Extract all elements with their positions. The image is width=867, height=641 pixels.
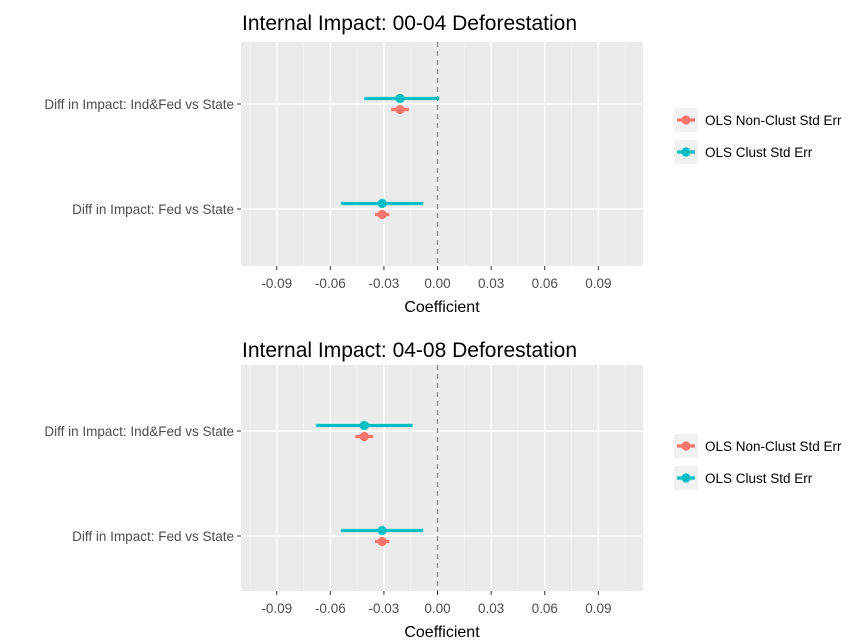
data-point bbox=[377, 198, 387, 209]
legend-label: OLS Clust Std Err bbox=[705, 145, 813, 160]
x-tick-label: -0.06 bbox=[315, 601, 346, 616]
legend-label: OLS Clust Std Err bbox=[705, 471, 813, 486]
x-tick-label: -0.09 bbox=[261, 601, 292, 616]
legend-label: OLS Non-Clust Std Err bbox=[705, 113, 842, 128]
x-tick-label: 0.09 bbox=[585, 276, 611, 291]
x-tick-label: -0.06 bbox=[315, 276, 346, 291]
chart-title: Internal Impact: 00-04 Deforestation bbox=[242, 12, 577, 35]
x-tick-label: 0.03 bbox=[478, 601, 504, 616]
legend-key-point bbox=[681, 441, 691, 451]
x-tick-label: 0.06 bbox=[532, 601, 558, 616]
plot-panel bbox=[241, 42, 643, 266]
x-tick-label: 0.00 bbox=[424, 601, 450, 616]
chart-title: Internal Impact: 04-08 Deforestation bbox=[242, 339, 577, 362]
x-axis-label: Coefficient bbox=[404, 299, 480, 316]
x-tick-label: -0.03 bbox=[369, 276, 400, 291]
x-tick-label: 0.06 bbox=[532, 276, 558, 291]
plot-panel bbox=[241, 365, 643, 591]
data-point bbox=[395, 93, 405, 104]
x-tick-label: 0.09 bbox=[585, 601, 611, 616]
category-label: Diff in Impact: Ind&Fed vs State bbox=[44, 97, 234, 112]
category-label: Diff in Impact: Fed vs State bbox=[72, 529, 234, 544]
x-tick-label: 0.00 bbox=[424, 276, 450, 291]
chart-panel-2: Internal Impact: 04-08 Deforestation -0.0… bbox=[44, 339, 842, 641]
x-axis-label: Coefficient bbox=[404, 624, 480, 641]
x-tick-label: 0.03 bbox=[478, 276, 504, 291]
x-tick-label: -0.03 bbox=[369, 601, 400, 616]
x-tick-label: -0.09 bbox=[261, 276, 292, 291]
legend-label: OLS Non-Clust Std Err bbox=[705, 439, 842, 454]
category-label: Diff in Impact: Ind&Fed vs State bbox=[44, 424, 234, 439]
legend-key-point bbox=[681, 473, 691, 483]
data-point bbox=[395, 104, 405, 115]
data-point bbox=[359, 431, 369, 442]
category-label: Diff in Impact: Fed vs State bbox=[72, 202, 234, 217]
data-point bbox=[377, 525, 387, 536]
chart-panel-1: Internal Impact: 00-04 Deforestation -0.0… bbox=[44, 12, 842, 316]
data-point bbox=[359, 420, 369, 431]
data-point bbox=[377, 536, 387, 547]
legend-key-point bbox=[681, 147, 691, 157]
data-point bbox=[377, 209, 387, 220]
legend-key-point bbox=[681, 115, 691, 125]
